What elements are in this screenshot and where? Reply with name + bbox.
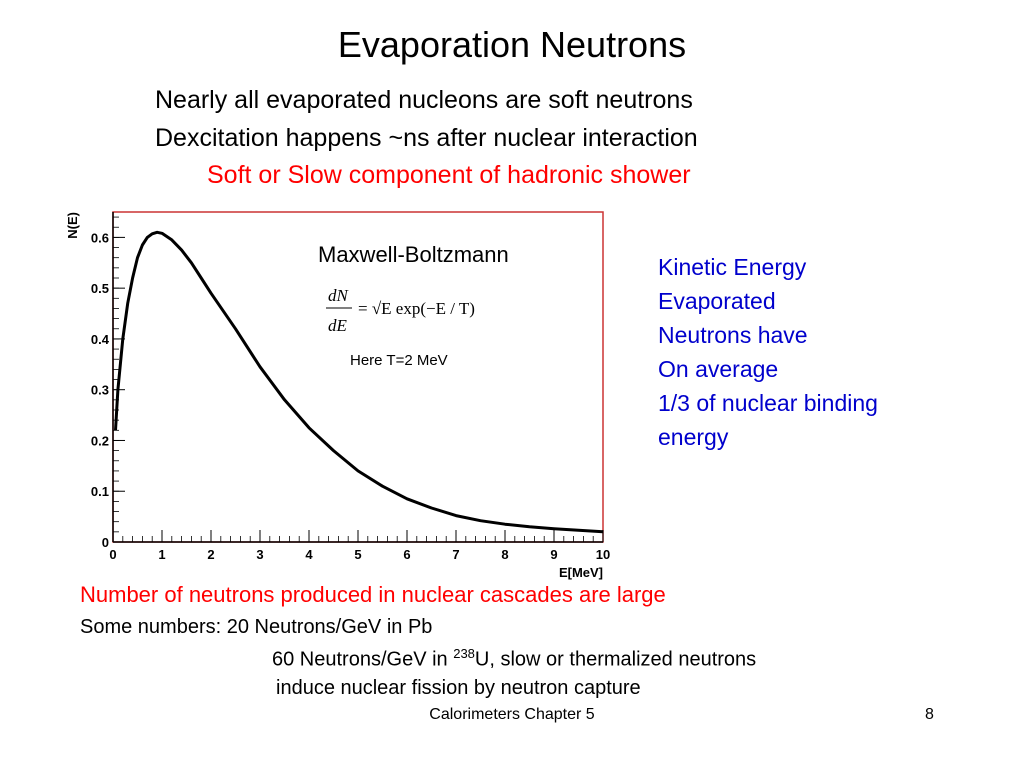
side-line: Evaporated xyxy=(658,288,776,314)
x-tick-label: 3 xyxy=(256,547,263,562)
side-line: On average xyxy=(658,356,779,382)
formula-rhs: = √E exp(−E / T) xyxy=(358,299,475,318)
bottom-line-1: Number of neutrons produced in nuclear c… xyxy=(80,582,666,607)
x-axis-label: E[MeV] xyxy=(559,565,603,580)
intro-line-1: Nearly all evaporated nucleons are soft … xyxy=(155,86,693,114)
slide-title: Evaporation Neutrons xyxy=(337,24,687,65)
side-line: Neutrons have xyxy=(658,322,808,348)
x-tick-label: 10 xyxy=(596,547,610,562)
intro-line-2: Dexcitation happens ~ns after nuclear in… xyxy=(155,124,698,152)
x-tick-label: 2 xyxy=(207,547,214,562)
side-line: Kinetic Energy xyxy=(658,254,807,280)
x-tick-label: 9 xyxy=(550,547,557,562)
bottom-line-4: induce nuclear fission by neutron captur… xyxy=(276,677,641,699)
intro-line-3: Soft or Slow component of hadronic showe… xyxy=(207,161,691,189)
chart-marks xyxy=(114,230,604,534)
isotope-mass-number: 238 xyxy=(453,646,475,661)
x-tick-label: 0 xyxy=(109,547,116,562)
y-axis-label: N(E) xyxy=(65,212,80,239)
formula-numerator: dN xyxy=(328,286,350,305)
bottom-line-3-post: U, slow or thermalized neutrons xyxy=(474,648,757,671)
bottom-line-3-pre: 60 Neutrons/GeV in xyxy=(272,648,454,671)
side-note: Kinetic Energy Evaporated Neutrons have … xyxy=(658,250,988,454)
x-tick-label: 8 xyxy=(501,547,508,562)
x-tick-label: 7 xyxy=(452,547,459,562)
page-number: 8 xyxy=(925,706,934,723)
y-tick-label: 0 xyxy=(102,535,109,550)
side-line: energy xyxy=(658,424,729,450)
bottom-line-3: 60 Neutrons/GeV in 238U, slow or thermal… xyxy=(272,646,756,672)
y-tick-label: 0.5 xyxy=(91,281,109,296)
temperature-note: Here T=2 MeV xyxy=(350,352,448,369)
x-tick-label: 1 xyxy=(158,547,165,562)
bottom-line-2: Some numbers: 20 Neutrons/GeV in Pb xyxy=(80,616,433,638)
side-line: 1/3 of nuclear binding xyxy=(658,390,878,416)
maxwell-boltzmann-chart: 0 1 2 3 4 5 6 7 8 9 10 0 0.1 0.2 0.3 0.4 0.5 0.6 E[MeV] N(E… xyxy=(65,211,610,580)
y-tick-label: 0.2 xyxy=(91,433,109,448)
series-line xyxy=(114,230,604,534)
formula-denominator: dE xyxy=(328,316,348,335)
model-label: Maxwell-Boltzmann xyxy=(318,242,509,267)
y-tick-label: 0.6 xyxy=(91,230,109,245)
x-tick-label: 5 xyxy=(354,547,361,562)
x-tick-label: 4 xyxy=(305,547,313,562)
chart-axes: 0 1 2 3 4 5 6 7 8 9 10 0 0.1 0.2 0.3 0.4 0.5 0.6 E[MeV] N(E… xyxy=(65,211,610,580)
x-tick-label: 6 xyxy=(403,547,410,562)
y-tick-label: 0.3 xyxy=(91,383,109,398)
footer: Calorimeters Chapter 5 xyxy=(429,706,595,723)
y-tick-label: 0.1 xyxy=(91,484,109,499)
formula: dN dE = √E exp(−E / T) xyxy=(326,286,475,335)
y-tick-label: 0.4 xyxy=(91,332,110,347)
